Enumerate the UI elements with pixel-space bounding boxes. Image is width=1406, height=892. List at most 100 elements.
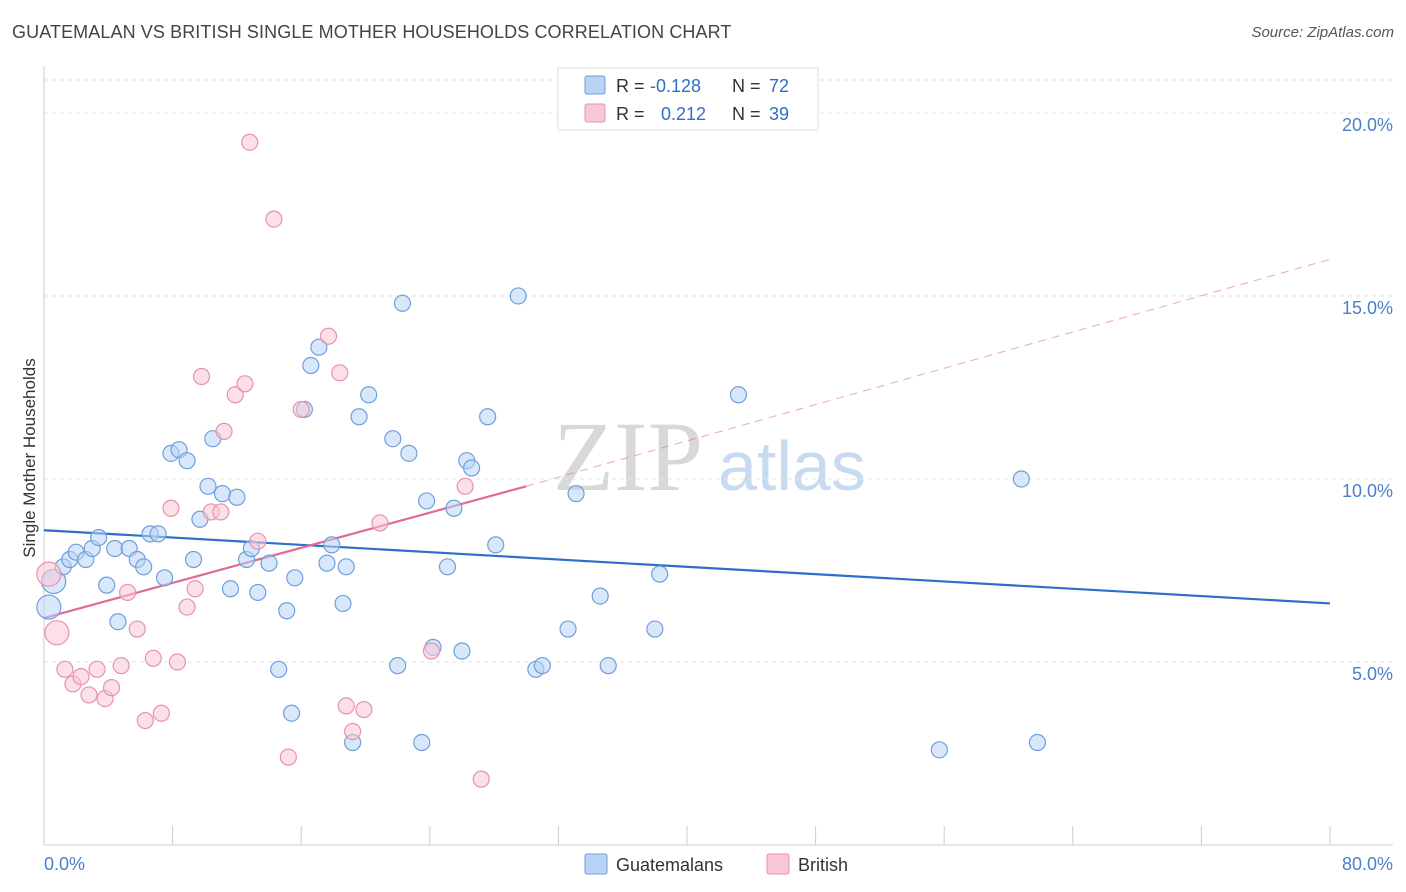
point-british [236,375,254,393]
point-british [192,367,211,386]
point-british [136,711,154,730]
point-british [215,422,233,440]
point-british [168,653,187,671]
point-guatemalans [591,587,609,605]
point-guatemalans [149,525,167,543]
point-british [331,364,349,382]
point-guatemalans [389,657,407,675]
legend-swatch-guatemalans [584,853,608,875]
point-guatemalans [646,620,664,638]
point-british [44,620,70,646]
point-british [371,514,389,532]
point-guatemalans [559,620,577,638]
point-british [36,561,62,587]
point-british [162,499,180,517]
stat-r-label-british: R = [616,104,645,124]
point-british [241,133,259,151]
x-tick-label-min: 0.0% [44,854,85,874]
axes [43,66,1393,846]
point-british [355,700,373,719]
point-british [80,686,98,704]
point-british [152,704,170,722]
watermark-atlas: atlas [718,427,866,505]
point-guatemalans [930,741,948,759]
stat-n-label-british: N = [732,104,761,124]
point-guatemalans [509,287,527,305]
point-british [212,503,230,521]
data-points [36,133,1047,788]
y-tick-labels: 5.0% 10.0% 15.0% 20.0% [1342,115,1393,684]
point-guatemalans [599,657,617,675]
point-guatemalans [487,536,505,554]
point-british [249,532,267,550]
chart-title: GUATEMALAN VS BRITISH SINGLE MOTHER HOUS… [12,22,732,42]
point-guatemalans [213,485,232,503]
point-guatemalans [729,386,748,404]
point-british [456,477,474,495]
legend-label-british: British [798,855,848,875]
point-guatemalans [1012,470,1030,488]
point-british [265,210,283,228]
point-guatemalans [155,569,174,587]
y-tick-label: 15.0% [1342,298,1393,318]
point-guatemalans [221,580,240,598]
stats-legend: R = -0.128 N = 72 R = 0.212 N = 39 [557,67,819,131]
point-guatemalans [567,485,585,503]
x-tick-label-max: 80.0% [1342,854,1393,874]
stat-n-label-guatemalans: N = [732,76,761,96]
point-guatemalans [318,554,336,572]
point-guatemalans [282,704,301,722]
legend-label-guatemalans: Guatemalans [616,855,723,875]
point-guatemalans [184,550,203,569]
stat-swatch-guatemalans [584,75,606,95]
point-guatemalans [302,356,320,375]
stat-swatch-british [584,103,606,123]
point-guatemalans [413,733,431,752]
point-british [118,583,137,602]
point-guatemalans [249,583,267,602]
point-guatemalans [270,660,288,678]
y-tick-label: 20.0% [1342,115,1393,135]
point-guatemalans [350,408,368,426]
point-guatemalans [98,576,116,594]
point-british [112,657,130,675]
stat-r-value-british: 0.212 [661,104,706,124]
y-axis-title: Single Mother Households [20,358,39,557]
point-guatemalans [278,602,296,620]
point-guatemalans [106,539,124,558]
point-guatemalans [286,569,304,587]
stat-n-value-guatemalans: 72 [769,76,789,96]
source-credit: Source: ZipAtlas.com [1251,24,1394,41]
point-british [56,660,74,678]
point-guatemalans [384,430,402,448]
y-tick-label: 10.0% [1342,481,1393,501]
stat-r-value-guatemalans: -0.128 [650,76,701,96]
point-british [128,620,146,638]
point-guatemalans [178,452,196,470]
point-guatemalans [533,657,551,675]
grid-lines [44,79,1393,663]
series-legend: Guatemalans British [584,853,848,875]
point-guatemalans [36,594,62,620]
point-british [279,748,297,766]
point-guatemalans [438,558,457,576]
point-guatemalans [323,536,341,554]
point-british [344,722,362,741]
point-guatemalans [393,294,412,312]
point-british [226,386,244,404]
point-guatemalans [445,499,463,517]
stat-r-label-guatemalans: R = [616,76,645,96]
point-guatemalans [310,338,328,356]
point-guatemalans [462,459,481,477]
point-guatemalans [199,477,217,495]
point-guatemalans [400,444,418,462]
point-guatemalans [651,565,669,583]
point-british [292,400,310,419]
point-guatemalans [360,386,378,404]
point-british [186,580,204,598]
point-guatemalans [260,554,278,572]
point-british [472,770,490,788]
point-british [178,598,196,616]
point-guatemalans [334,594,352,613]
